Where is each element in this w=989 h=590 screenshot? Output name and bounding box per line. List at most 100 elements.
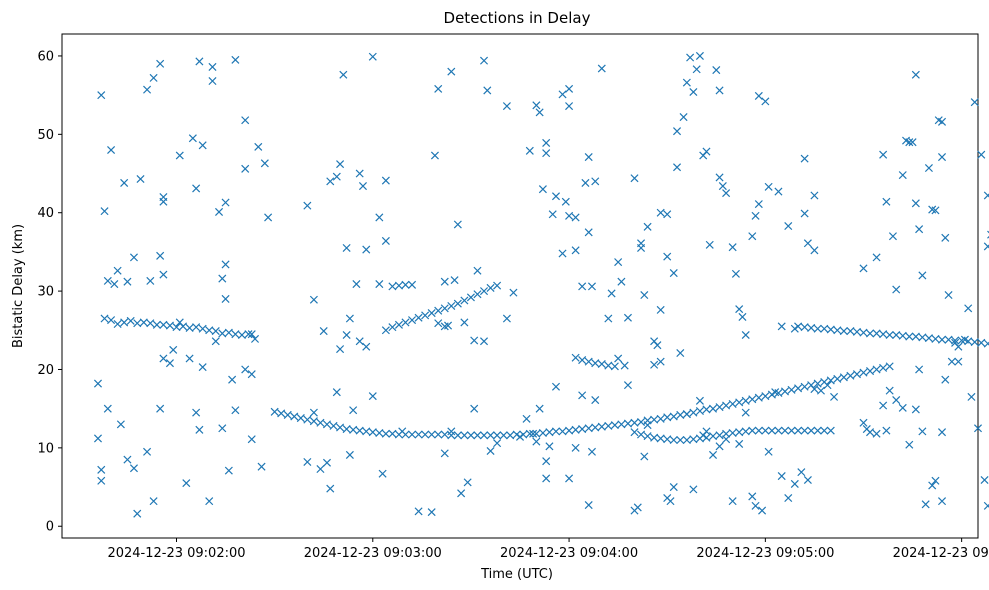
data-point bbox=[852, 327, 861, 336]
data-point bbox=[381, 326, 390, 335]
y-tick-label: 0 bbox=[46, 520, 54, 535]
axes-frame bbox=[61, 33, 979, 539]
data-point bbox=[800, 209, 809, 218]
data-point bbox=[466, 431, 475, 440]
data-point bbox=[761, 97, 770, 106]
data-point bbox=[866, 329, 875, 338]
data-point bbox=[156, 59, 165, 68]
data-point bbox=[846, 327, 855, 336]
data-point bbox=[352, 280, 361, 289]
data-point bbox=[470, 404, 479, 413]
data-point bbox=[241, 116, 250, 125]
data-point bbox=[264, 213, 273, 222]
data-point bbox=[296, 414, 305, 423]
data-point bbox=[375, 428, 384, 437]
data-point bbox=[810, 191, 819, 200]
data-point bbox=[342, 330, 351, 340]
data-point bbox=[702, 147, 711, 156]
data-point bbox=[362, 342, 371, 351]
data-point bbox=[816, 386, 825, 395]
data-point bbox=[578, 356, 587, 365]
data-point bbox=[810, 385, 819, 394]
data-point bbox=[584, 501, 593, 510]
data-point bbox=[535, 108, 544, 117]
data-point bbox=[565, 426, 574, 435]
data-point bbox=[247, 330, 256, 339]
data-point bbox=[833, 326, 842, 335]
data-point bbox=[617, 277, 626, 286]
data-point bbox=[460, 318, 469, 327]
data-point bbox=[241, 365, 250, 374]
data-point bbox=[231, 55, 240, 64]
data-point bbox=[408, 430, 417, 439]
data-point bbox=[349, 425, 358, 434]
data-point bbox=[630, 428, 639, 437]
data-point bbox=[623, 419, 632, 428]
data-point bbox=[708, 404, 718, 413]
data-point bbox=[983, 242, 989, 251]
data-point bbox=[748, 492, 757, 501]
data-point bbox=[326, 484, 335, 493]
data-point bbox=[470, 336, 479, 345]
data-point bbox=[159, 197, 168, 206]
data-point bbox=[807, 323, 816, 332]
data-point bbox=[551, 427, 561, 436]
data-point bbox=[663, 252, 672, 261]
data-point bbox=[892, 396, 901, 405]
data-point bbox=[565, 84, 574, 93]
data-point bbox=[800, 154, 809, 163]
data-point bbox=[826, 376, 835, 385]
data-point bbox=[316, 418, 325, 427]
data-point bbox=[591, 359, 600, 368]
data-point bbox=[679, 113, 688, 122]
data-point bbox=[591, 396, 600, 405]
data-point bbox=[637, 430, 646, 439]
data-point bbox=[208, 77, 217, 86]
data-point bbox=[689, 408, 698, 417]
data-point bbox=[218, 274, 227, 283]
data-point bbox=[146, 319, 155, 328]
data-point bbox=[761, 392, 770, 401]
data-point bbox=[241, 164, 250, 173]
data-point bbox=[156, 404, 165, 413]
data-point bbox=[715, 173, 724, 182]
data-point bbox=[499, 431, 508, 440]
data-point bbox=[669, 412, 678, 421]
data-point bbox=[718, 182, 727, 191]
data-point bbox=[126, 316, 135, 325]
data-point bbox=[401, 318, 410, 327]
data-point bbox=[787, 385, 796, 394]
data-point bbox=[231, 330, 240, 339]
data-point bbox=[735, 428, 744, 437]
data-point bbox=[581, 178, 590, 187]
data-point bbox=[434, 319, 443, 328]
data-point bbox=[728, 428, 737, 437]
data-points bbox=[93, 51, 989, 518]
data-point bbox=[905, 332, 914, 341]
data-point bbox=[761, 426, 770, 435]
data-point bbox=[633, 503, 642, 512]
data-point bbox=[905, 138, 914, 147]
data-point bbox=[578, 425, 587, 434]
data-point bbox=[607, 289, 616, 298]
data-point bbox=[388, 282, 397, 291]
data-point bbox=[571, 246, 580, 255]
data-point bbox=[460, 431, 469, 440]
data-point bbox=[571, 353, 580, 362]
data-point bbox=[735, 305, 744, 314]
data-point bbox=[143, 85, 152, 94]
data-point bbox=[368, 52, 377, 61]
data-point bbox=[453, 299, 462, 308]
data-point bbox=[597, 359, 606, 369]
data-point bbox=[898, 171, 907, 180]
data-point bbox=[833, 374, 842, 383]
data-point bbox=[156, 251, 165, 260]
data-point bbox=[800, 382, 809, 391]
data-point bbox=[120, 318, 129, 327]
data-point bbox=[309, 408, 318, 417]
data-point bbox=[221, 198, 230, 207]
data-point bbox=[440, 322, 449, 331]
data-point bbox=[342, 425, 351, 434]
data-point bbox=[336, 160, 345, 169]
